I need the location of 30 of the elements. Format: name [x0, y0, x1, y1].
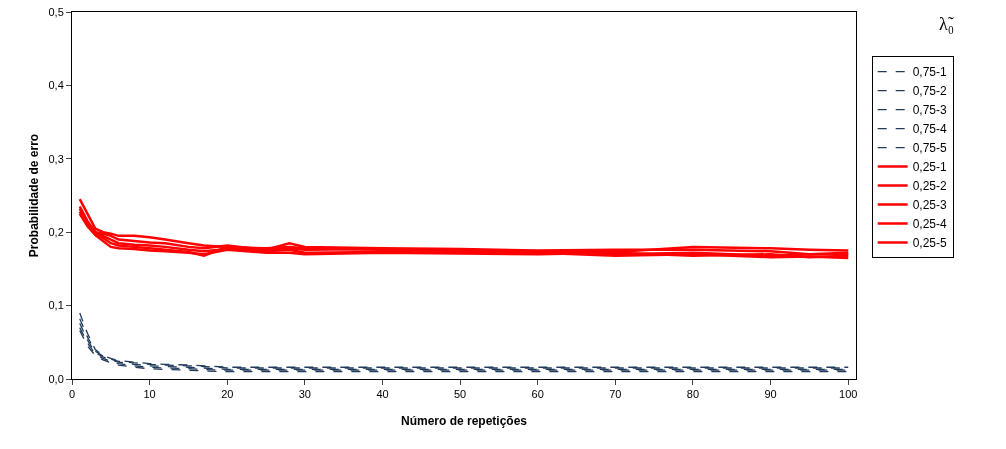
y-tick-label: 0,4	[48, 79, 64, 92]
legend-label: 0,25-2	[912, 179, 948, 194]
legend-label: 0,25-1	[912, 160, 948, 175]
x-tick-label: 20	[221, 388, 234, 401]
x-tick-label: 30	[298, 388, 311, 401]
y-axis-title: Probabilidade de erro	[27, 133, 41, 258]
legend-label: 0,25-5	[912, 236, 948, 251]
y-tick-label: 0,5	[48, 5, 64, 18]
legend-label: 0,25-3	[912, 198, 948, 213]
x-tick-label: 60	[531, 388, 544, 401]
y-tick-label: 0,0	[48, 372, 64, 385]
x-tick-label: 40	[376, 388, 389, 401]
y-tick-label: 0,3	[48, 152, 64, 165]
x-tick-label: 50	[453, 388, 467, 401]
legend-label: 0,75-5	[912, 141, 948, 156]
x-tick-label: 80	[686, 388, 700, 401]
legend-label: 0,25-4	[912, 217, 948, 232]
x-tick-label: 70	[609, 388, 622, 401]
legend-label: 0,75-1	[912, 65, 948, 80]
x-axis-title: Número de repetições	[400, 414, 528, 428]
legend-label: 0,75-4	[912, 122, 948, 137]
x-tick-label: 0	[68, 388, 76, 401]
x-tick-label: 90	[764, 388, 777, 401]
y-tick-label: 0,1	[48, 299, 64, 312]
legend-label: 0,75-2	[912, 84, 948, 99]
legend-label: 0,75-3	[912, 103, 948, 118]
y-tick-label: 0,2	[48, 226, 64, 239]
x-tick-label: 100	[839, 388, 858, 401]
x-tick-label: 10	[143, 388, 156, 401]
legend-title: λ̃₀	[939, 14, 955, 34]
